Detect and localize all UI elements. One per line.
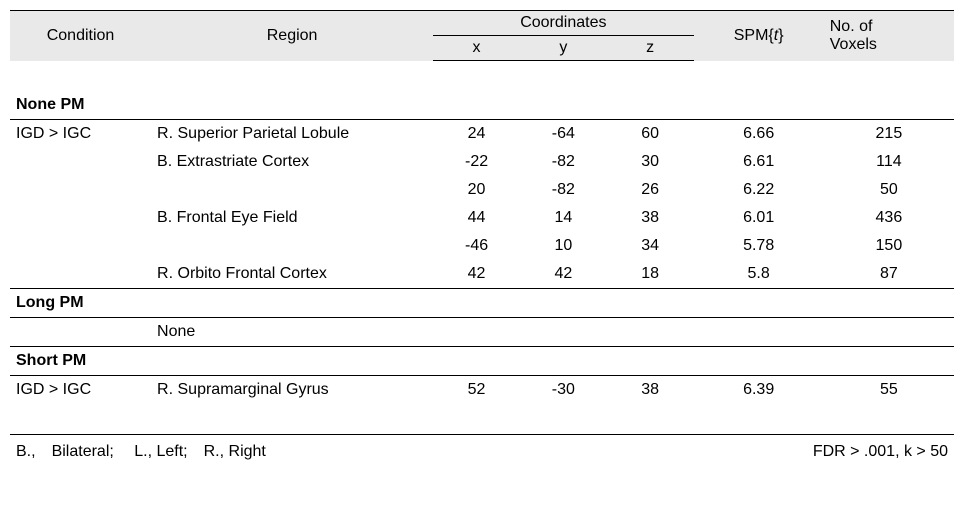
table-row: IGD > IGC R. Supramarginal Gyrus 52 -30 … (10, 376, 954, 405)
section-long-pm-label: Long PM (10, 289, 954, 318)
section-long-pm: Long PM (10, 289, 954, 318)
table-row: None (10, 318, 954, 347)
footer-stats: FDR > .001, k > 50 (607, 435, 954, 467)
table-row: 20 -82 26 6.22 50 (10, 176, 954, 204)
table-row: B. Frontal Eye Field 44 14 38 6.01 436 (10, 204, 954, 232)
footer-row: B., Bilateral; L., Left; R., Right FDR >… (10, 435, 954, 467)
cell-y: -64 (520, 120, 607, 149)
section-short-pm-label: Short PM (10, 347, 954, 376)
cell-x: 20 (433, 176, 520, 204)
hdr-voxels-l1: No. of (830, 18, 873, 35)
hdr-spm-post: } (778, 27, 783, 44)
cell-spm: 6.66 (694, 120, 824, 149)
hdr-voxels-l2: Voxels (830, 36, 877, 53)
cell-y: 10 (520, 232, 607, 260)
cell-region (151, 232, 433, 260)
cell-x: -46 (433, 232, 520, 260)
hdr-x: x (433, 36, 520, 61)
cell-x: 44 (433, 204, 520, 232)
cell-x: 42 (433, 260, 520, 289)
cell-vox: 150 (824, 232, 954, 260)
cell-y: -82 (520, 148, 607, 176)
cell-z: 26 (607, 176, 694, 204)
cell-spm: 6.22 (694, 176, 824, 204)
cell-z: 30 (607, 148, 694, 176)
section-none-pm: None PM (10, 91, 954, 120)
table-row: -46 10 34 5.78 150 (10, 232, 954, 260)
cell-z: 38 (607, 376, 694, 405)
table-row: R. Orbito Frontal Cortex 42 42 18 5.8 87 (10, 260, 954, 289)
header-row-1: Condition Region Coordinates SPM{t} No. … (10, 11, 954, 36)
cell-spm: 6.61 (694, 148, 824, 176)
cell-x: 24 (433, 120, 520, 149)
cell-condition: IGD > IGC (10, 376, 151, 405)
cell-z: 38 (607, 204, 694, 232)
cell-vox: 436 (824, 204, 954, 232)
cell-region: B. Extrastriate Cortex (151, 148, 433, 176)
cell-vox: 87 (824, 260, 954, 289)
cell-region (151, 176, 433, 204)
cell-z: 18 (607, 260, 694, 289)
hdr-coordinates: Coordinates (433, 11, 693, 36)
table-row: IGD > IGC R. Superior Parietal Lobule 24… (10, 120, 954, 149)
hdr-spm: SPM{t} (694, 11, 824, 61)
cell-spm: 5.78 (694, 232, 824, 260)
cell-y: -30 (520, 376, 607, 405)
cell-vox: 55 (824, 376, 954, 405)
cell-x: 52 (433, 376, 520, 405)
section-short-pm: Short PM (10, 347, 954, 376)
cell-spm: 6.39 (694, 376, 824, 405)
spacer-row (10, 61, 954, 92)
cell-region: R. Supramarginal Gyrus (151, 376, 433, 405)
cell-spm: 6.01 (694, 204, 824, 232)
footer-abbrev: B., Bilateral; L., Left; R., Right (10, 435, 607, 467)
cell-vox: 215 (824, 120, 954, 149)
cell-condition: IGD > IGC (10, 120, 151, 149)
cell-y: 14 (520, 204, 607, 232)
hdr-z: z (607, 36, 694, 61)
cell-region: R. Orbito Frontal Cortex (151, 260, 433, 289)
section-none-pm-label: None PM (10, 91, 954, 120)
cell-y: 42 (520, 260, 607, 289)
hdr-y: y (520, 36, 607, 61)
cell-z: 34 (607, 232, 694, 260)
cell-spm: 5.8 (694, 260, 824, 289)
table-row: B. Extrastriate Cortex -22 -82 30 6.61 1… (10, 148, 954, 176)
results-table: Condition Region Coordinates SPM{t} No. … (10, 10, 954, 466)
table: Condition Region Coordinates SPM{t} No. … (10, 10, 954, 466)
cell-y: -82 (520, 176, 607, 204)
hdr-voxels: No. of Voxels (824, 11, 954, 61)
spacer-row (10, 404, 954, 435)
hdr-spm-pre: SPM{ (734, 27, 774, 44)
hdr-region: Region (151, 11, 433, 61)
cell-vox: 50 (824, 176, 954, 204)
hdr-condition: Condition (10, 11, 151, 61)
cell-none: None (151, 318, 954, 347)
cell-region: B. Frontal Eye Field (151, 204, 433, 232)
cell-x: -22 (433, 148, 520, 176)
cell-z: 60 (607, 120, 694, 149)
cell-vox: 114 (824, 148, 954, 176)
cell-region: R. Superior Parietal Lobule (151, 120, 433, 149)
